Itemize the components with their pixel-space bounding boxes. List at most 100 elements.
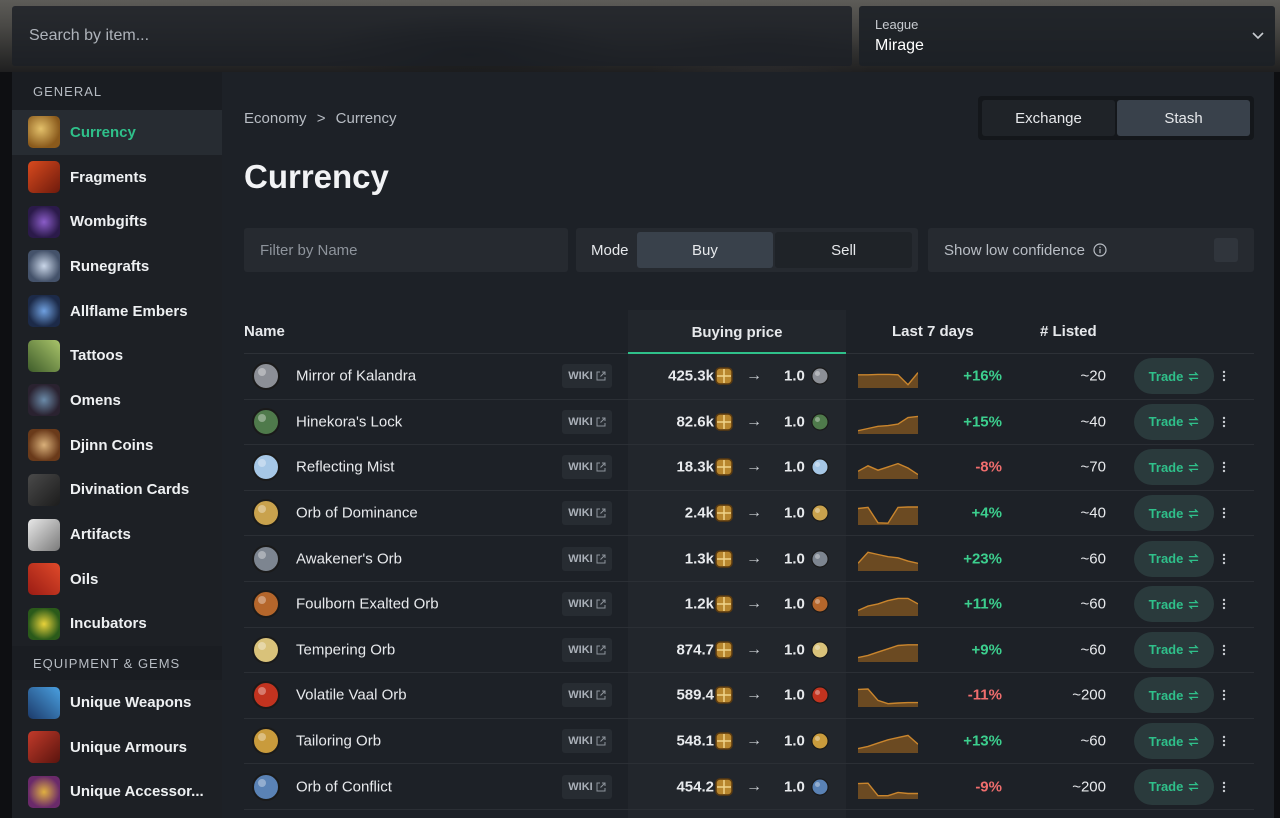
wiki-link[interactable]: WIKI — [562, 501, 612, 526]
item-name[interactable]: Awakener's Orb — [296, 550, 402, 568]
header-listed[interactable]: # Listed — [1040, 323, 1097, 340]
swap-icon — [1188, 690, 1200, 701]
table-row[interactable]: Orb of Conflict WIKI 454.2 → 1.0 -9% ~200 Trade — [244, 764, 1254, 810]
more-options-icon[interactable] — [1222, 507, 1226, 519]
item-name[interactable]: Hinekora's Lock — [296, 413, 403, 431]
trade-button[interactable]: Trade — [1134, 723, 1214, 760]
trade-button[interactable]: Trade — [1134, 495, 1214, 532]
table-row[interactable]: Volatile Vaal Orb WIKI 589.4 → 1.0 -11% ~200 Tr… — [244, 673, 1254, 719]
sidebar-item-divination-cards[interactable]: Divination Cards — [12, 468, 222, 513]
more-options-icon[interactable] — [1222, 598, 1226, 610]
sidebar-item-allflame-embers[interactable]: Allflame Embers — [12, 289, 222, 334]
table-row[interactable]: Awakener's Orb WIKI 1.3k → 1.0 +23% ~60 Trade — [244, 536, 1254, 582]
price-change: -9% — [975, 778, 1002, 796]
item-name[interactable]: Mirror of Kalandra — [296, 367, 417, 385]
trade-button[interactable]: Trade — [1134, 677, 1214, 714]
table-row[interactable]: Mirror of Kalandra WIKI 425.3k → 1.0 +16% ~20 T… — [244, 354, 1254, 400]
info-icon[interactable] — [1093, 243, 1107, 257]
low-confidence-checkbox[interactable] — [1214, 238, 1238, 262]
table-row[interactable]: Hinekora's Lock WIKI 82.6k → 1.0 +15% ~40 Trade — [244, 400, 1254, 446]
wiki-link[interactable]: WIKI — [562, 637, 612, 662]
breadcrumb-economy-link[interactable]: Economy — [244, 110, 307, 127]
more-options-icon[interactable] — [1222, 370, 1226, 382]
item-mini-icon — [811, 777, 829, 796]
sidebar-item-unique-weapons[interactable]: Unique Weapons — [12, 680, 222, 725]
trade-button[interactable]: Trade — [1134, 768, 1214, 805]
item-search-box[interactable] — [12, 6, 852, 66]
table-row[interactable]: Foulborn Exalted Orb WIKI 1.2k → 1.0 +11% ~60 T… — [244, 582, 1254, 628]
item-name[interactable]: Orb of Dominance — [296, 504, 418, 522]
item-name[interactable]: Orb of Conflict — [296, 778, 392, 796]
wiki-link[interactable]: WIKI — [562, 729, 612, 754]
trade-button[interactable]: Trade — [1134, 631, 1214, 668]
wiki-link[interactable]: WIKI — [562, 683, 612, 708]
table-row[interactable]: Reflecting Mist WIKI 18.3k → 1.0 -8% ~70 Trade — [244, 445, 1254, 491]
wiki-link[interactable]: WIKI — [562, 455, 612, 480]
more-options-icon[interactable] — [1222, 416, 1226, 428]
sidebar-item-unique-accessor[interactable]: Unique Accessor... — [12, 770, 222, 815]
table-row[interactable]: Tailoring Orb WIKI 548.1 → 1.0 +13% ~60 Trade — [244, 719, 1254, 765]
exchange-button[interactable]: Exchange — [982, 100, 1115, 136]
breadcrumb: Economy > Currency — [244, 110, 403, 127]
sidebar-item-djinn-coins[interactable]: Djinn Coins — [12, 423, 222, 468]
more-options-icon[interactable] — [1222, 689, 1226, 701]
incubators-icon — [28, 607, 60, 640]
trade-button[interactable]: Trade — [1134, 403, 1214, 440]
stash-button[interactable]: Stash — [1117, 100, 1250, 136]
divine-orb-icon — [715, 686, 733, 705]
sidebar-item-tattoos[interactable]: Tattoos — [12, 333, 222, 378]
djinn-coins-icon — [28, 429, 60, 462]
sidebar-item-omens[interactable]: Omens — [12, 378, 222, 423]
table-row[interactable]: Orb of Dominance WIKI 2.4k → 1.0 +4% ~40 Trade — [244, 491, 1254, 537]
more-options-icon[interactable] — [1222, 644, 1226, 656]
sidebar-item-currency[interactable]: Currency — [12, 110, 222, 155]
buy-mode-button[interactable]: Buy — [636, 232, 774, 268]
sell-mode-button[interactable]: Sell — [775, 232, 912, 268]
more-options-icon[interactable] — [1222, 781, 1226, 793]
sparkline-area — [858, 372, 918, 389]
sidebar-item-runegrafts[interactable]: Runegrafts — [12, 244, 222, 289]
more-options-icon[interactable] — [1222, 553, 1226, 565]
trade-button[interactable]: Trade — [1134, 540, 1214, 577]
listed-count: ~40 — [1080, 504, 1106, 522]
trade-button[interactable]: Trade — [1134, 449, 1214, 486]
wiki-link[interactable]: WIKI — [562, 409, 612, 434]
item-name[interactable]: Volatile Vaal Orb — [296, 686, 407, 704]
trade-button[interactable]: Trade — [1134, 358, 1214, 395]
item-search-input[interactable] — [29, 27, 829, 45]
sidebar: GENERAL Currency Fragments Wombgifts Runegr… — [12, 72, 222, 818]
sidebar-item-label: Oils — [70, 570, 99, 588]
trade-button[interactable]: Trade — [1134, 586, 1214, 623]
item-name[interactable]: Tailoring Orb — [296, 732, 382, 750]
more-options-icon[interactable] — [1222, 735, 1226, 747]
filter-box[interactable] — [244, 228, 568, 272]
sidebar-item-incubators[interactable]: Incubators — [12, 602, 222, 647]
wiki-link[interactable]: WIKI — [562, 546, 612, 571]
trade-label: Trade — [1148, 733, 1184, 749]
header-buying-price[interactable]: Buying price — [691, 324, 783, 341]
sidebar-item-fragments[interactable]: Fragments — [12, 155, 222, 200]
wiki-link[interactable]: WIKI — [562, 364, 612, 389]
header-last-7-days[interactable]: Last 7 days — [892, 323, 974, 340]
sidebar-item-artifacts[interactable]: Artifacts — [12, 512, 222, 557]
league-select[interactable]: League Mirage — [859, 6, 1275, 66]
divine-orb-icon — [715, 504, 733, 522]
trade-label: Trade — [1148, 414, 1184, 430]
arrow-icon: → — [746, 777, 762, 795]
filter-by-name-input[interactable] — [260, 241, 550, 259]
item-name[interactable]: Tempering Orb — [296, 641, 396, 659]
item-name[interactable]: Reflecting Mist — [296, 458, 395, 476]
sidebar-item-wombgifts[interactable]: Wombgifts — [12, 199, 222, 244]
sidebar-item-oils[interactable]: Oils — [12, 557, 222, 602]
more-options-icon[interactable] — [1222, 461, 1226, 473]
sidebar-item-unique-armours[interactable]: Unique Armours — [12, 725, 222, 770]
item-icon — [252, 407, 280, 436]
header-name[interactable]: Name — [244, 323, 285, 340]
wiki-link[interactable]: WIKI — [562, 774, 612, 799]
item-name[interactable]: Foulborn Exalted Orb — [296, 595, 439, 613]
wiki-link[interactable]: WIKI — [562, 592, 612, 617]
table-row[interactable]: Tempering Orb WIKI 874.7 → 1.0 +9% ~60 Trade — [244, 628, 1254, 674]
currency-icon — [28, 116, 60, 149]
breadcrumb-current: Currency — [335, 110, 397, 127]
wiki-label: WIKI — [568, 598, 593, 611]
